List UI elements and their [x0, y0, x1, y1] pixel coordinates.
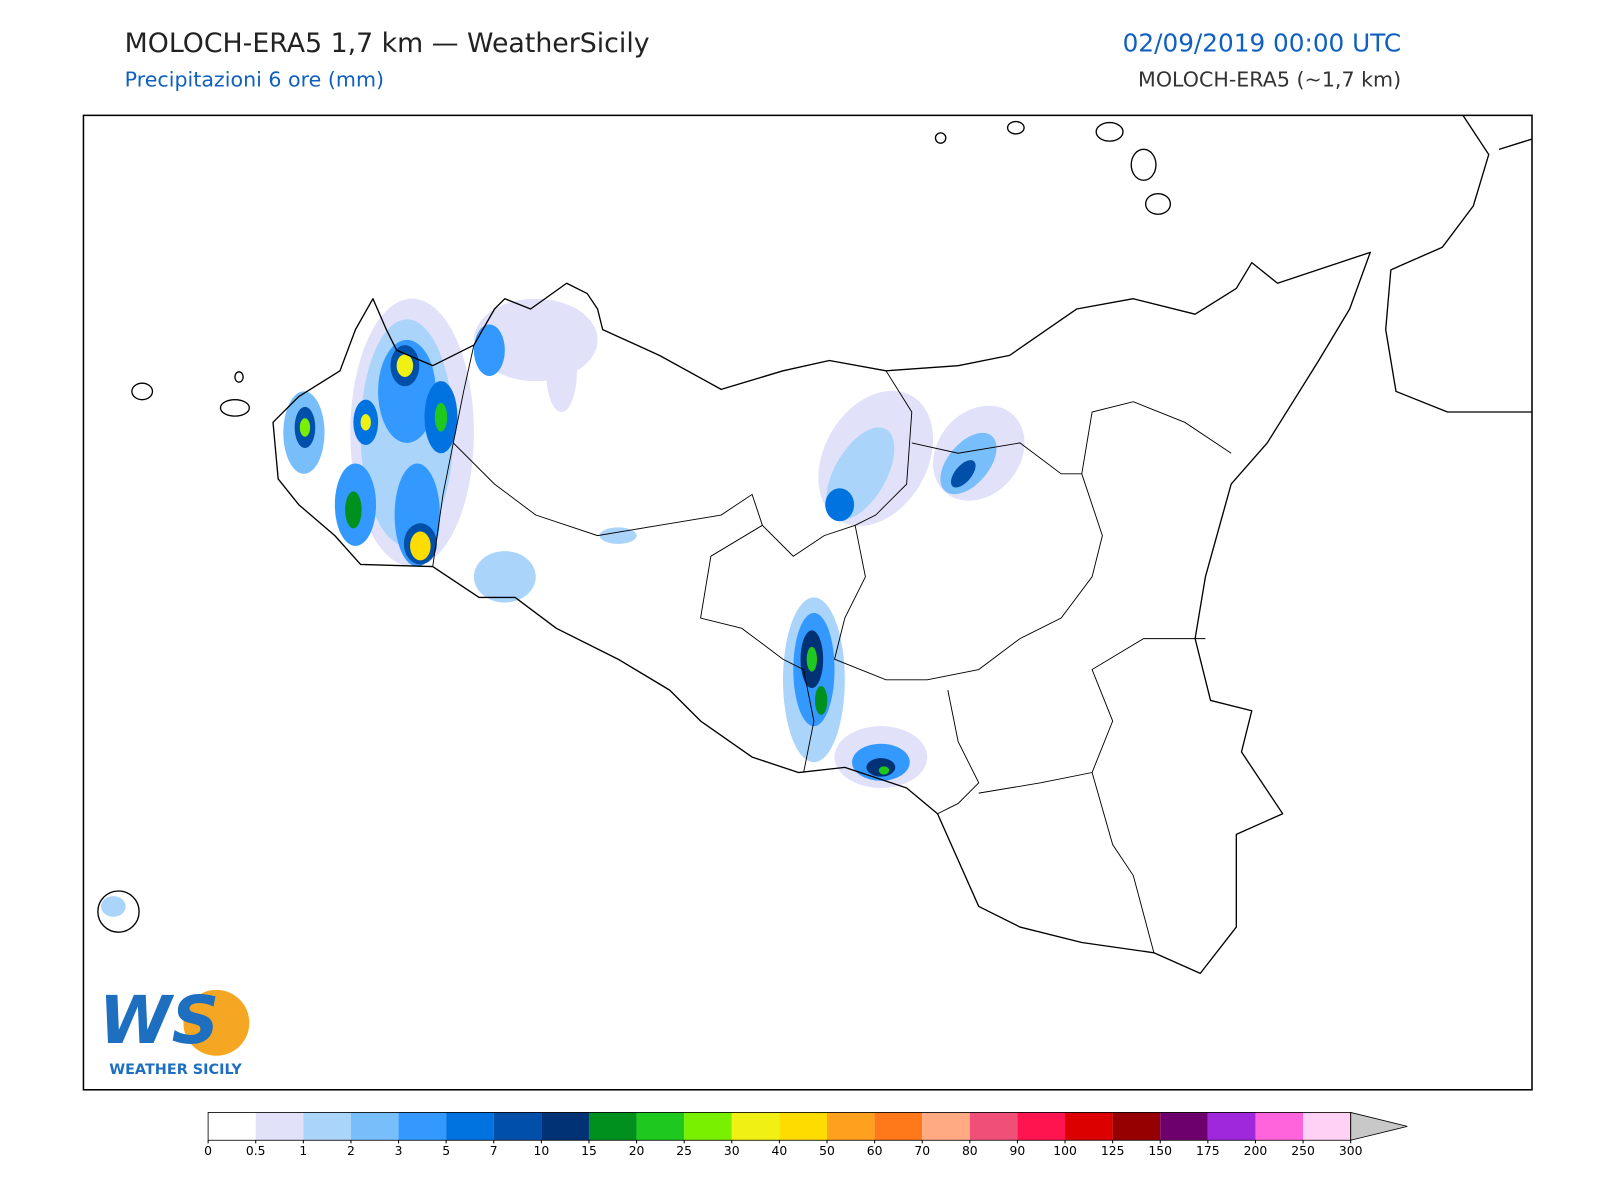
- colorbar-tick-label: 30: [724, 1144, 740, 1158]
- colorbar-tick-label: 3: [395, 1144, 403, 1158]
- colorbar-tick-label: 200: [1244, 1144, 1268, 1158]
- colorbar-tick-label: 150: [1148, 1144, 1172, 1158]
- colorbar-bin: [684, 1112, 732, 1141]
- colorbar-tick-label: 1: [299, 1144, 307, 1158]
- colorbar-tick-label: 90: [1010, 1144, 1026, 1158]
- colorbar-bin: [1160, 1112, 1208, 1141]
- colorbar-tick-label: 5: [442, 1144, 450, 1158]
- colorbar-bin: [1017, 1112, 1066, 1141]
- colorbar-bin: [731, 1112, 780, 1141]
- datetime: 02/09/2019 00:00 UTC: [1123, 28, 1401, 57]
- colorbar-tick-label: 50: [819, 1144, 835, 1158]
- colorbar-tick-label: 10: [533, 1144, 549, 1158]
- logo-sun: [183, 989, 250, 1056]
- colorbar-tick-label: 0.5: [246, 1144, 266, 1158]
- colorbar-bin: [1065, 1112, 1113, 1141]
- colorbar-bin: [779, 1112, 828, 1141]
- logo-name: WEATHER SICILY: [109, 1062, 242, 1078]
- colorbar-tick-label: 70: [914, 1144, 930, 1158]
- rain-cell: [818, 390, 1025, 526]
- subtitle: Precipitazioni 6 ore (mm): [125, 67, 384, 91]
- colorbar-tick-label: 7: [490, 1144, 498, 1158]
- colorbar-tick-label: 20: [629, 1144, 645, 1158]
- colorbar-bin: [255, 1112, 304, 1141]
- colorbar-tick-label: 40: [772, 1144, 788, 1158]
- colorbar-bin: [922, 1112, 970, 1141]
- colorbar-bin: [446, 1112, 494, 1141]
- colorbar-tick-label: 60: [867, 1144, 883, 1158]
- model-label: MOLOCH-ERA5 (~1,7 km): [1138, 67, 1401, 91]
- precipitation: [100, 298, 1025, 917]
- colorbar-tick-label: 15: [581, 1144, 597, 1158]
- colorbar-bin: [1303, 1112, 1351, 1141]
- colorbar-tick-label: 300: [1339, 1144, 1363, 1158]
- colorbar-tick-label: 0: [204, 1144, 212, 1158]
- province-borders: [432, 344, 1232, 953]
- colorbar-tick-label: 175: [1196, 1144, 1220, 1158]
- colorbar-bin: [588, 1112, 637, 1141]
- colorbar-tick-label: 2: [347, 1144, 355, 1158]
- title: MOLOCH-ERA5 1,7 km — WeatherSicily: [125, 28, 650, 59]
- rain-cell: [283, 298, 637, 603]
- colorbar-tick-label: 250: [1291, 1144, 1315, 1158]
- rain-cell: [100, 896, 126, 917]
- rain-cell: [783, 597, 928, 788]
- colorbar-bin: [969, 1112, 1018, 1141]
- colorbar-bin: [493, 1112, 542, 1141]
- colorbar-bin: [1207, 1112, 1256, 1141]
- colorbar-bin: [827, 1112, 875, 1141]
- colorbar-bin: [636, 1112, 685, 1141]
- colorbar-bin: [303, 1112, 351, 1141]
- colorbar-bin: [874, 1112, 923, 1141]
- colorbar-tick-label: 125: [1101, 1144, 1125, 1158]
- colorbar-tick-label: 100: [1053, 1144, 1077, 1158]
- colorbar-bin: [350, 1112, 399, 1141]
- coastline: [97, 114, 1533, 975]
- colorbar: 0 0.5 1 2 3 5 7 10 15 20 25 30 40 50 60 70 80 90 100 125 150…: [204, 1111, 1408, 1158]
- logo: WS WEATHER SICILY: [99, 982, 250, 1078]
- logo-mark: WS: [99, 982, 219, 1059]
- colorbar-tick-label: 80: [962, 1144, 978, 1158]
- colorbar-bin: [398, 1112, 447, 1141]
- colorbar-bin: [1112, 1112, 1161, 1141]
- colorbar-extend: [1350, 1111, 1408, 1141]
- colorbar-tick-label: 25: [676, 1144, 692, 1158]
- colorbar-bin: [1255, 1112, 1304, 1141]
- colorbar-bin: [541, 1112, 589, 1141]
- colorbar-bin: [208, 1112, 256, 1141]
